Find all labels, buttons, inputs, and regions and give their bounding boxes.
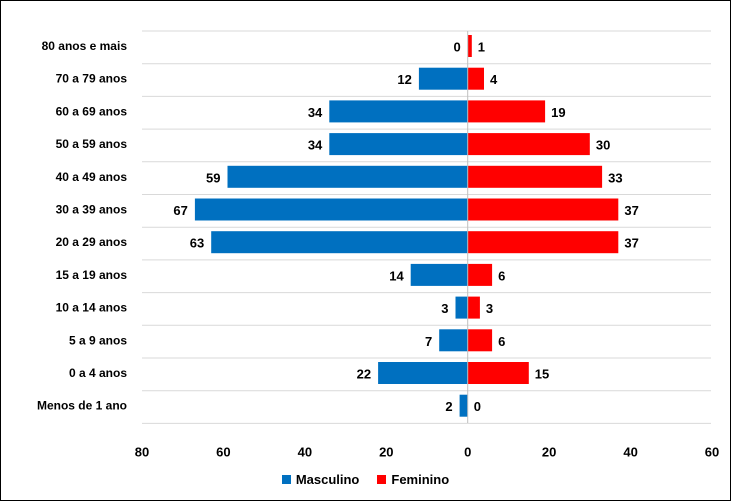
bar-feminino-5-a-9-anos bbox=[467, 329, 493, 352]
legend-label-feminino: Feminino bbox=[391, 472, 450, 487]
value-label-feminino-0-a-4-anos: 15 bbox=[535, 367, 549, 382]
bar-masculino-0-a-4-anos bbox=[378, 362, 468, 384]
value-label-masculino-40-a-49-anos: 59 bbox=[206, 170, 220, 185]
bar-feminino-70-a-79-anos bbox=[467, 67, 484, 90]
value-label-feminino-60-a-69-anos: 19 bbox=[551, 105, 565, 120]
category-label-50-a-59-anos: 50 a 59 anos bbox=[56, 137, 128, 151]
bar-feminino-50-a-59-anos bbox=[467, 133, 590, 156]
value-label-feminino-20-a-29-anos: 37 bbox=[624, 236, 638, 251]
bar-feminino-40-a-49-anos bbox=[467, 165, 603, 188]
value-label-masculino-80-anos-e-mais: 0 bbox=[453, 40, 460, 55]
value-label-masculino-30-a-39-anos: 67 bbox=[173, 203, 187, 218]
bar-feminino-80-anos-e-mais bbox=[467, 35, 472, 57]
bar-masculino-50-a-59-anos bbox=[329, 133, 468, 156]
value-label-feminino-5-a-9-anos: 6 bbox=[498, 334, 505, 349]
bars bbox=[194, 35, 619, 417]
legend-swatch-masculino bbox=[281, 475, 291, 484]
legend-item-masculino: Masculino bbox=[281, 472, 360, 487]
x-tick-label: 40 bbox=[298, 445, 312, 460]
value-label-feminino-50-a-59-anos: 30 bbox=[596, 138, 610, 153]
x-tick-label: 40 bbox=[623, 445, 637, 460]
x-tick-label: 60 bbox=[705, 445, 719, 460]
category-label-20-a-29-anos: 20 a 29 anos bbox=[56, 235, 128, 249]
bar-feminino-10-a-14-anos bbox=[467, 296, 480, 319]
value-label-masculino-50-a-59-anos: 34 bbox=[308, 138, 323, 153]
category-label-70-a-79-anos: 70 a 79 anos bbox=[56, 72, 128, 86]
value-label-feminino-40-a-49-anos: 33 bbox=[608, 170, 622, 185]
category-label-40-a-49-anos: 40 a 49 anos bbox=[56, 170, 128, 184]
category-label-80-anos-e-mais: 80 anos e mais bbox=[42, 39, 128, 53]
x-tick-label: 20 bbox=[379, 445, 393, 460]
value-label-masculino-20-a-29-anos: 63 bbox=[190, 236, 204, 251]
value-label-feminino-10-a-14-anos: 3 bbox=[486, 301, 493, 316]
bar-masculino-70-a-79-anos bbox=[418, 67, 468, 90]
value-label-feminino-menos-de-1-ano: 0 bbox=[474, 399, 481, 414]
value-label-feminino-70-a-79-anos: 4 bbox=[490, 72, 498, 87]
labels: 80 anos e mais 0 1 70 a 79 anos 12 4 60 a 69 a… bbox=[37, 39, 719, 460]
bar-masculino-60-a-69-anos bbox=[329, 100, 468, 123]
value-label-feminino-30-a-39-anos: 37 bbox=[624, 203, 638, 218]
value-label-masculino-70-a-79-anos: 12 bbox=[397, 72, 411, 87]
bar-masculino-5-a-9-anos bbox=[439, 329, 468, 352]
bar-feminino-15-a-19-anos bbox=[467, 263, 493, 286]
bar-feminino-30-a-39-anos bbox=[467, 198, 619, 221]
category-label-10-a-14-anos: 10 a 14 anos bbox=[56, 301, 128, 315]
value-label-feminino-80-anos-e-mais: 1 bbox=[478, 40, 485, 55]
bar-masculino-10-a-14-anos bbox=[455, 296, 468, 319]
legend: Masculino Feminino bbox=[1, 472, 730, 487]
value-label-masculino-60-a-69-anos: 34 bbox=[308, 105, 323, 120]
bar-masculino-40-a-49-anos bbox=[227, 165, 468, 188]
population-pyramid-chart: 80 anos e mais 0 1 70 a 79 anos 12 4 60 a 69 a… bbox=[37, 30, 719, 460]
value-label-masculino-10-a-14-anos: 3 bbox=[441, 301, 448, 316]
value-label-masculino-0-a-4-anos: 22 bbox=[357, 367, 371, 382]
bar-masculino-30-a-39-anos bbox=[194, 198, 468, 221]
category-label-5-a-9-anos: 5 a 9 anos bbox=[69, 333, 127, 347]
bar-masculino-20-a-29-anos bbox=[211, 231, 468, 254]
x-tick-label: 80 bbox=[135, 445, 149, 460]
bar-masculino-menos-de-1-ano bbox=[459, 394, 468, 417]
bar-masculino-15-a-19-anos bbox=[410, 263, 468, 286]
value-label-masculino-menos-de-1-ano: 2 bbox=[445, 399, 452, 414]
value-label-masculino-5-a-9-anos: 7 bbox=[425, 334, 432, 349]
legend-swatch-feminino bbox=[377, 475, 387, 484]
bar-feminino-20-a-29-anos bbox=[467, 231, 619, 254]
x-tick-label: 0 bbox=[464, 445, 471, 460]
bar-feminino-60-a-69-anos bbox=[467, 100, 546, 123]
x-tick-label: 60 bbox=[216, 445, 230, 460]
category-label-menos-de-1-ano: Menos de 1 ano bbox=[37, 399, 127, 413]
bar-feminino-0-a-4-anos bbox=[467, 362, 529, 384]
category-label-15-a-19-anos: 15 a 19 anos bbox=[56, 268, 128, 282]
legend-label-masculino: Masculino bbox=[295, 472, 360, 487]
category-label-30-a-39-anos: 30 a 39 anos bbox=[56, 203, 128, 217]
gridlines bbox=[142, 30, 711, 424]
value-label-masculino-15-a-19-anos: 14 bbox=[389, 268, 404, 283]
x-tick-label: 20 bbox=[542, 445, 556, 460]
category-label-0-a-4-anos: 0 a 4 anos bbox=[69, 366, 127, 380]
value-label-feminino-15-a-19-anos: 6 bbox=[498, 268, 505, 283]
category-label-60-a-69-anos: 60 a 69 anos bbox=[56, 104, 128, 118]
legend-item-feminino: Feminino bbox=[377, 472, 449, 487]
